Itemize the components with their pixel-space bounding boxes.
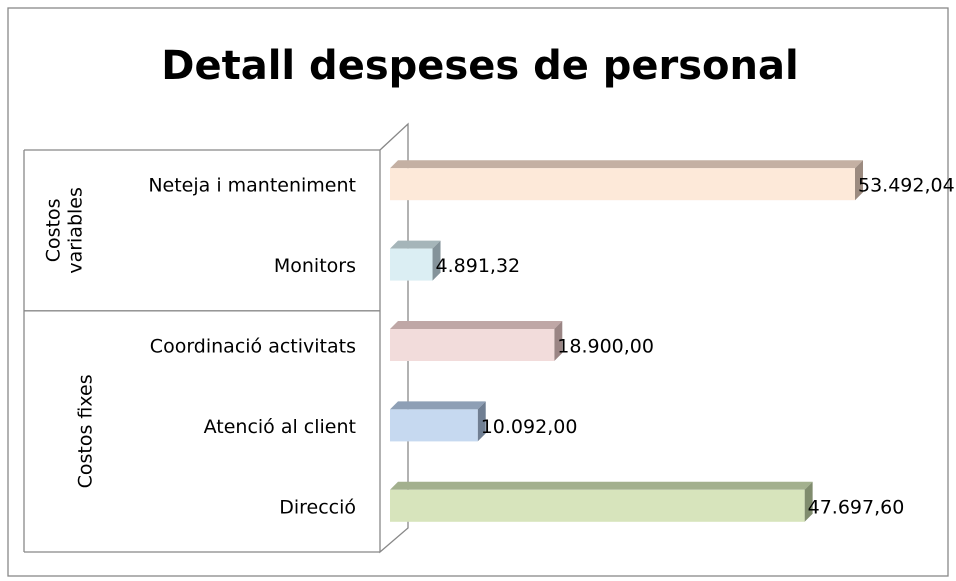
chart-border bbox=[7, 7, 949, 577]
category-axis-wall bbox=[379, 122, 409, 554]
bar-side bbox=[855, 160, 863, 201]
bar-side bbox=[804, 481, 813, 522]
bar-top bbox=[390, 401, 486, 410]
group-label: Costos fixes bbox=[75, 374, 97, 488]
category-label: Neteja i manteniment bbox=[148, 175, 356, 197]
chart-title: Detall despeses de personal bbox=[161, 43, 798, 89]
bar-side bbox=[432, 240, 441, 281]
bar-side bbox=[477, 401, 486, 442]
value-label: 10.092,00 bbox=[481, 416, 578, 438]
group-label: Costosvariables bbox=[42, 187, 86, 274]
bar bbox=[390, 409, 478, 442]
category-label: Coordinació activitats bbox=[150, 336, 356, 358]
bar bbox=[390, 168, 855, 201]
bar-side bbox=[554, 321, 563, 361]
value-label: 47.697,60 bbox=[808, 496, 905, 518]
category-label: Atenció al client bbox=[204, 416, 356, 438]
value-label: 53.492,04 bbox=[858, 175, 955, 197]
bar bbox=[390, 248, 433, 281]
bar bbox=[390, 489, 805, 522]
value-label: 4.891,32 bbox=[436, 255, 521, 277]
bar bbox=[390, 329, 555, 361]
bar-top bbox=[390, 240, 441, 249]
category-label: Monitors bbox=[274, 255, 356, 277]
bar-top bbox=[390, 481, 813, 490]
category-label: Direcció bbox=[279, 496, 356, 518]
bar-top bbox=[390, 160, 863, 169]
bar-top bbox=[390, 321, 563, 329]
value-label: 18.900,00 bbox=[557, 336, 654, 358]
